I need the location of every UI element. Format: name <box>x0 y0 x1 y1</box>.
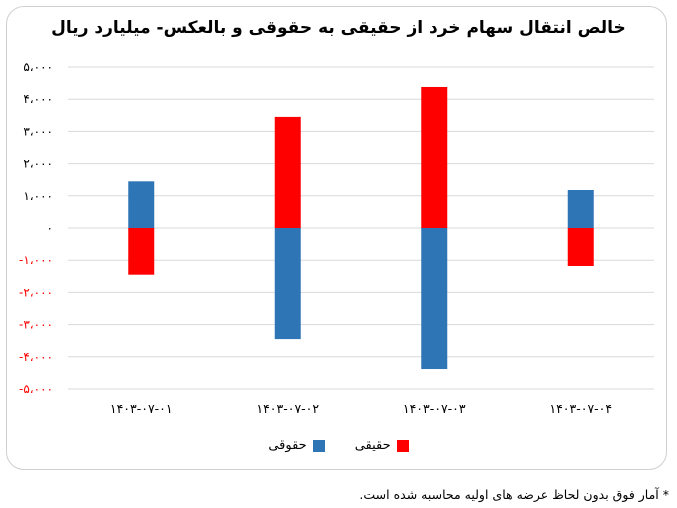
chart-title: خالص انتقال سهام خرد از حقیقی به حقوقی و… <box>51 18 626 38</box>
legend-swatch-haghighi <box>396 439 409 452</box>
x-axis-tick-labels: ۱۴۰۳-۰۷-۰۱ ۱۴۰۳-۰۷-۰۲ ۱۴۰۳-۰۷-۰۳ ۱۴۰۳-۰۷-۰۴ <box>110 401 612 416</box>
legend-label-haghighi: حقیقی <box>354 438 391 453</box>
legend-item-haghighi: حقیقی <box>355 438 409 453</box>
gridlines <box>68 66 654 390</box>
x-tick-label: ۱۴۰۳-۰۷-۰۳ <box>403 401 466 416</box>
bar-haghighi <box>128 228 155 275</box>
bar-haghighi <box>274 116 301 228</box>
bar-hoghooghi <box>421 228 448 370</box>
y-tick-label: -۱،۰۰۰ <box>19 253 53 267</box>
x-tick-label: ۱۴۰۳-۰۷-۰۴ <box>549 401 612 416</box>
bars <box>128 86 594 370</box>
y-tick-label: ۰ <box>47 221 53 235</box>
legend: حقیقی حقوقی <box>0 438 677 453</box>
bar-hoghooghi <box>567 190 594 228</box>
legend-swatch-hoghooghi <box>312 439 325 452</box>
y-tick-label: ۳،۰۰۰ <box>23 124 53 138</box>
y-tick-label: -۳،۰۰۰ <box>19 318 53 332</box>
bar-haghighi <box>421 86 448 229</box>
y-tick-label: ۵،۰۰۰ <box>23 60 53 74</box>
footnote: * آمار فوق بدون لحاظ عرضه های اولیه محاس… <box>359 487 669 502</box>
bar-hoghooghi <box>128 181 155 228</box>
x-tick-label: ۱۴۰۳-۰۷-۰۲ <box>256 401 319 416</box>
y-tick-label: ۴،۰۰۰ <box>23 92 53 106</box>
y-tick-label: -۴،۰۰۰ <box>19 350 53 364</box>
x-tick-label: ۱۴۰۳-۰۷-۰۱ <box>110 401 173 416</box>
legend-label-hoghooghi: حقوقی <box>268 438 307 453</box>
chart-card <box>6 6 667 470</box>
y-tick-label: ۱،۰۰۰ <box>23 189 53 203</box>
y-axis-tick-labels: ۵،۰۰۰ ۴،۰۰۰ ۳،۰۰۰ ۲،۰۰۰ ۱،۰۰۰ ۰ -۱،۰۰۰ -۲،۰۰۰ -۳… <box>19 60 53 396</box>
y-tick-label: ۲،۰۰۰ <box>23 157 53 171</box>
y-tick-label: -۲،۰۰۰ <box>19 285 53 299</box>
bar-haghighi <box>567 228 594 266</box>
y-tick-label: -۵،۰۰۰ <box>19 382 53 396</box>
legend-item-hoghooghi: حقوقی <box>268 438 325 453</box>
bar-hoghooghi <box>274 228 301 340</box>
